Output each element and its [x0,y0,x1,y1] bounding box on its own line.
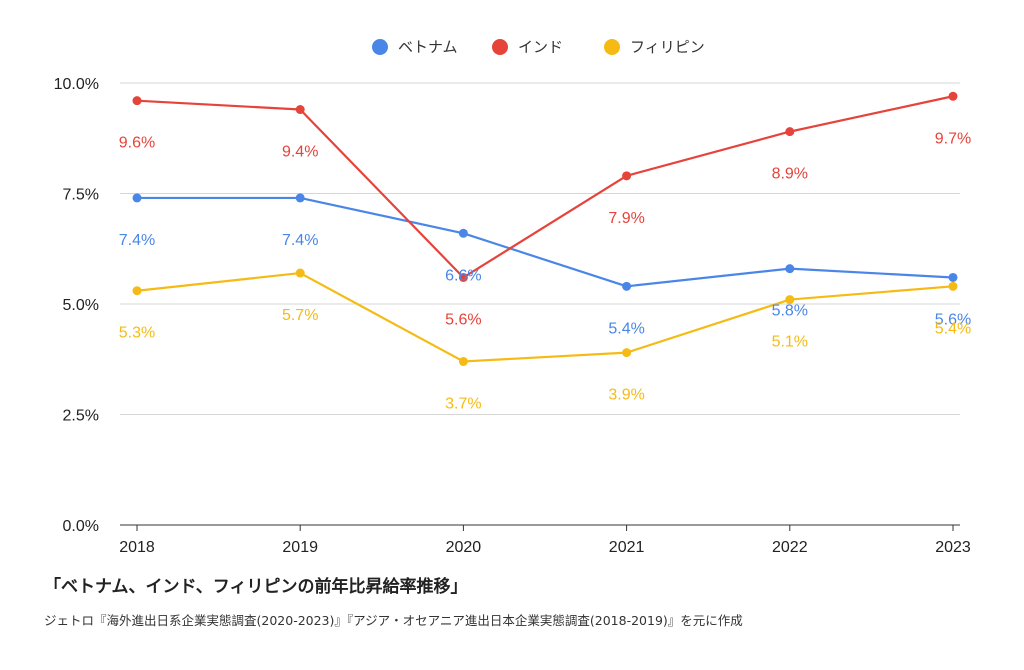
legend-marker [372,39,388,55]
data-label: 5.7% [282,307,318,324]
grid-lines [120,82,960,526]
series-line [136,95,954,279]
data-point [458,228,468,238]
data-point [132,286,142,296]
series-lines [136,95,954,363]
chart-caption-title: 「ベトナム、インド、フィリピンの前年比昇給率推移」 [44,577,468,597]
data-point [295,105,305,115]
data-labels: 7.4% 7.4% 6.6% 5.4% 5.8% 5.6% 9.6% 9.4% 5.6% 7.9%… [119,130,971,412]
line-chart: ベトナム インド フィリピン 0.0%2.5%5.0%7.5%10.0% 2018 2… [54,38,972,556]
series-line [137,196,954,288]
data-label: 5.1% [772,334,808,351]
data-point [458,272,468,282]
y-axis-ticks: 0.0% 2.5% 5.0% 7.5% 10.0% [54,76,99,535]
data-point [785,264,795,274]
data-label: 5.6% [445,311,481,328]
data-point [295,268,305,278]
data-label: 9.4% [282,144,318,161]
data-point [458,356,468,366]
x-tick-label: 2019 [282,539,318,556]
series-line [136,271,954,363]
x-axis-ticks: 2018 2019 2020 2021 2022 2023 [119,525,971,556]
data-point [948,91,958,101]
y-tick-label: 7.5% [63,187,99,204]
legend-label: インド [518,38,563,56]
data-label: 5.4% [608,320,644,337]
data-point [622,281,632,291]
data-label: 8.9% [772,166,808,183]
data-point [622,348,632,358]
data-point [295,193,305,203]
legend-label: フィリピン [630,38,705,56]
data-label: 9.6% [119,135,155,152]
series-points [132,91,958,366]
data-point [132,96,142,106]
x-tick-label: 2023 [935,539,971,556]
x-tick-label: 2018 [119,539,155,556]
data-label: 7.9% [608,210,644,227]
data-label: 3.7% [445,395,481,412]
data-label: 5.6% [935,311,971,328]
legend-marker [604,39,620,55]
data-label: 7.4% [119,232,155,249]
data-point [948,272,958,282]
data-label: 5.4% [935,320,971,337]
data-point [948,281,958,291]
y-tick-label: 10.0% [54,76,99,93]
data-label: 3.9% [608,387,644,404]
x-tick-label: 2022 [772,539,808,556]
chart-caption-source: ジェトロ『海外進出日系企業実態調査(2020-2023)』『アジア・オセアニア進… [44,613,743,628]
data-label: 5.8% [772,303,808,320]
legend-marker [492,39,508,55]
data-point [132,193,142,203]
data-label: 7.4% [282,232,318,249]
data-label: 5.3% [119,325,155,342]
legend-label: ベトナム [398,38,458,56]
data-point [785,127,795,137]
legend: ベトナム インド フィリピン [372,38,705,56]
data-label: 6.6% [445,267,481,284]
y-tick-label: 0.0% [63,518,99,535]
data-point [785,295,795,305]
data-label: 9.7% [935,130,971,147]
y-tick-label: 2.5% [63,408,99,425]
data-point [622,171,632,181]
x-tick-label: 2021 [609,539,645,556]
x-tick-label: 2020 [446,539,482,556]
y-tick-label: 5.0% [63,297,99,314]
